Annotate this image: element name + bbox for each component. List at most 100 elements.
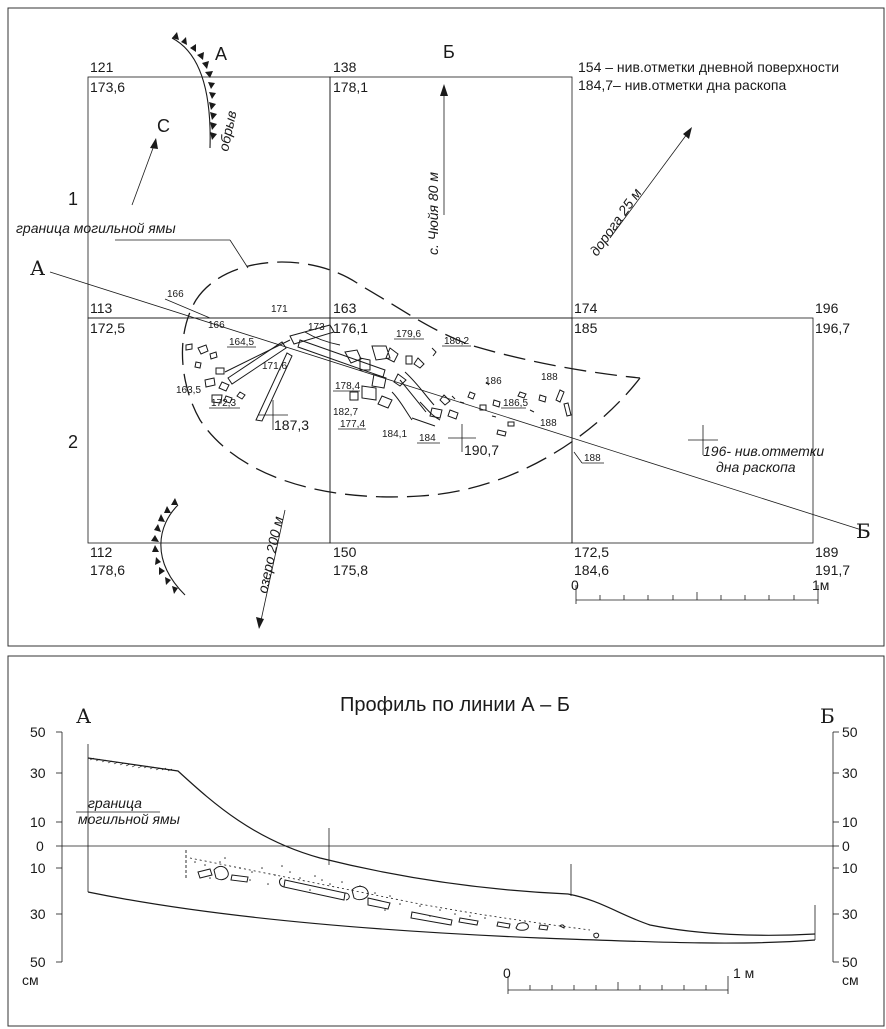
point-mark: 163,5 (176, 385, 201, 396)
column-letter-a: А (215, 44, 227, 64)
cross-mark-label: 190,7 (464, 442, 499, 458)
profile-right-axis (832, 731, 839, 963)
right-unit-label: см (842, 972, 859, 988)
point-mark: 180,2 (444, 336, 469, 347)
grave-pit-boundary (181, 261, 641, 498)
point-mark: 178,4 (335, 381, 360, 392)
point-mark: 173 (308, 322, 325, 333)
profile-bones (197, 865, 600, 939)
point-mark: 166 (167, 289, 184, 300)
point-mark: 188 (541, 372, 558, 383)
profile-end-a: А (76, 704, 91, 728)
grid-mark-bottom: 175,8 (333, 562, 368, 578)
legend-surface-marks: 154 – нив.отметки дневной поверхности (578, 59, 839, 75)
grid-mark-surface: 163 (333, 300, 357, 316)
turf-hatching (89, 757, 173, 772)
section-line (49, 271, 869, 533)
profile-end-b: Б (820, 704, 835, 728)
grid-corner-marks: 121 173,6 138 178,1 113 172,5 163 176,1 … (90, 59, 850, 578)
point-mark: 172,3 (211, 398, 236, 409)
left-tick-label: 30 (30, 906, 46, 922)
grid-mark-bottom: 173,6 (90, 79, 125, 95)
plan-scale-bar (575, 585, 819, 604)
point-mark: 184,1 (382, 429, 407, 440)
profile-left-axis (56, 731, 63, 963)
left-tick-label: 0 (36, 838, 44, 854)
grid-mark-surface: 138 (333, 59, 357, 75)
grid-mark-bottom: 178,1 (333, 79, 368, 95)
grid-mark-bottom: 184,6 (574, 562, 609, 578)
grid-mark-bottom: 191,7 (815, 562, 850, 578)
north-label: С (157, 116, 170, 136)
grid-mark-bottom: 196,7 (815, 320, 850, 336)
cross-marks (258, 400, 718, 455)
north-arrow (131, 138, 158, 206)
plan-panel-frame (7, 7, 885, 647)
row-number-2: 2 (68, 432, 78, 452)
point-mark: 164,5 (229, 337, 254, 348)
right-tick-label: 50 (842, 724, 858, 740)
profile-excavation-bottom (87, 891, 816, 944)
grid-mark-surface: 174 (574, 300, 598, 316)
grid-mark-bottom: 176,1 (333, 320, 368, 336)
right-tick-label: 0 (842, 838, 850, 854)
section-end-a: А (30, 256, 45, 280)
profile-panel-frame (7, 655, 885, 1027)
point-mark: 188 (584, 453, 601, 464)
bottom-mark-note-line1: 196- нив.отметки (703, 443, 824, 459)
lake-direction-arrow (256, 509, 286, 629)
left-tick-label: 50 (30, 724, 46, 740)
grid-mark-bottom: 172,5 (90, 320, 125, 336)
left-unit-label: см (22, 972, 39, 988)
profile-scale-end: 1 м (733, 965, 754, 981)
left-tick-label: 10 (30, 860, 46, 876)
left-tick-label: 10 (30, 814, 46, 830)
grid-mark-surface: 150 (333, 544, 357, 560)
road-direction-arrow (609, 127, 692, 239)
cliff-symbol-top (171, 32, 217, 149)
left-tick-label: 30 (30, 765, 46, 781)
grid-mark-surface: 189 (815, 544, 839, 560)
profile-verticals (87, 744, 816, 940)
village-direction-arrow (440, 84, 448, 215)
row-number-1: 1 (68, 189, 78, 209)
point-mark: 171 (271, 304, 288, 315)
profile-stipple (194, 857, 486, 919)
grid-mark-bottom: 185 (574, 320, 598, 336)
profile-scale-zero: 0 (503, 965, 511, 981)
right-tick-label: 10 (842, 860, 858, 876)
section-end-b: Б (856, 519, 871, 543)
point-mark: 177,4 (340, 419, 365, 430)
legend-bottom-marks: 184,7– нив.отметки дна раскопа (578, 77, 786, 93)
point-mark: 171,6 (262, 361, 287, 372)
point-mark: 188 (540, 418, 557, 429)
bottom-mark-note-line2: дна раскопа (716, 459, 796, 475)
column-letter-b: Б (443, 42, 455, 62)
excavation-plan: 154 – нив.отметки дневной поверхности 18… (16, 32, 871, 629)
skeleton-drawing (185, 324, 572, 437)
point-mark: 186,5 (503, 398, 528, 409)
grid-mark-surface: 113 (90, 300, 113, 316)
grid-mark-surface: 112 (90, 544, 113, 560)
point-mark: 186 (485, 376, 502, 387)
right-tick-label: 30 (842, 765, 858, 781)
village-direction-label: с. Чюйя 80 м (425, 172, 441, 255)
grid-mark-surface: 172,5 (574, 544, 609, 560)
profile-grave-label-line2: могильной ямы (78, 811, 181, 827)
profile-scale-bar (507, 976, 729, 994)
point-elevation-marks: 166 166 171 173 164,5 171,6 163,5 172,3 … (164, 289, 604, 464)
plan-scale-end: 1м (812, 577, 829, 593)
right-tick-label: 30 (842, 906, 858, 922)
profile-title: Профиль по линии А – Б (340, 694, 570, 716)
cross-mark-label: 187,3 (274, 417, 309, 433)
right-tick-label: 10 (842, 814, 858, 830)
point-mark: 182,7 (333, 407, 358, 418)
cliff-symbol-bottom (151, 498, 186, 596)
grid-mark-bottom: 178,6 (90, 562, 125, 578)
profile-fill-line (189, 857, 591, 931)
point-mark: 179,6 (396, 329, 421, 340)
grave-pit-label: граница могильной ямы (16, 220, 176, 236)
grid-mark-surface: 196 (815, 300, 839, 316)
grid-mark-surface: 121 (90, 59, 114, 75)
